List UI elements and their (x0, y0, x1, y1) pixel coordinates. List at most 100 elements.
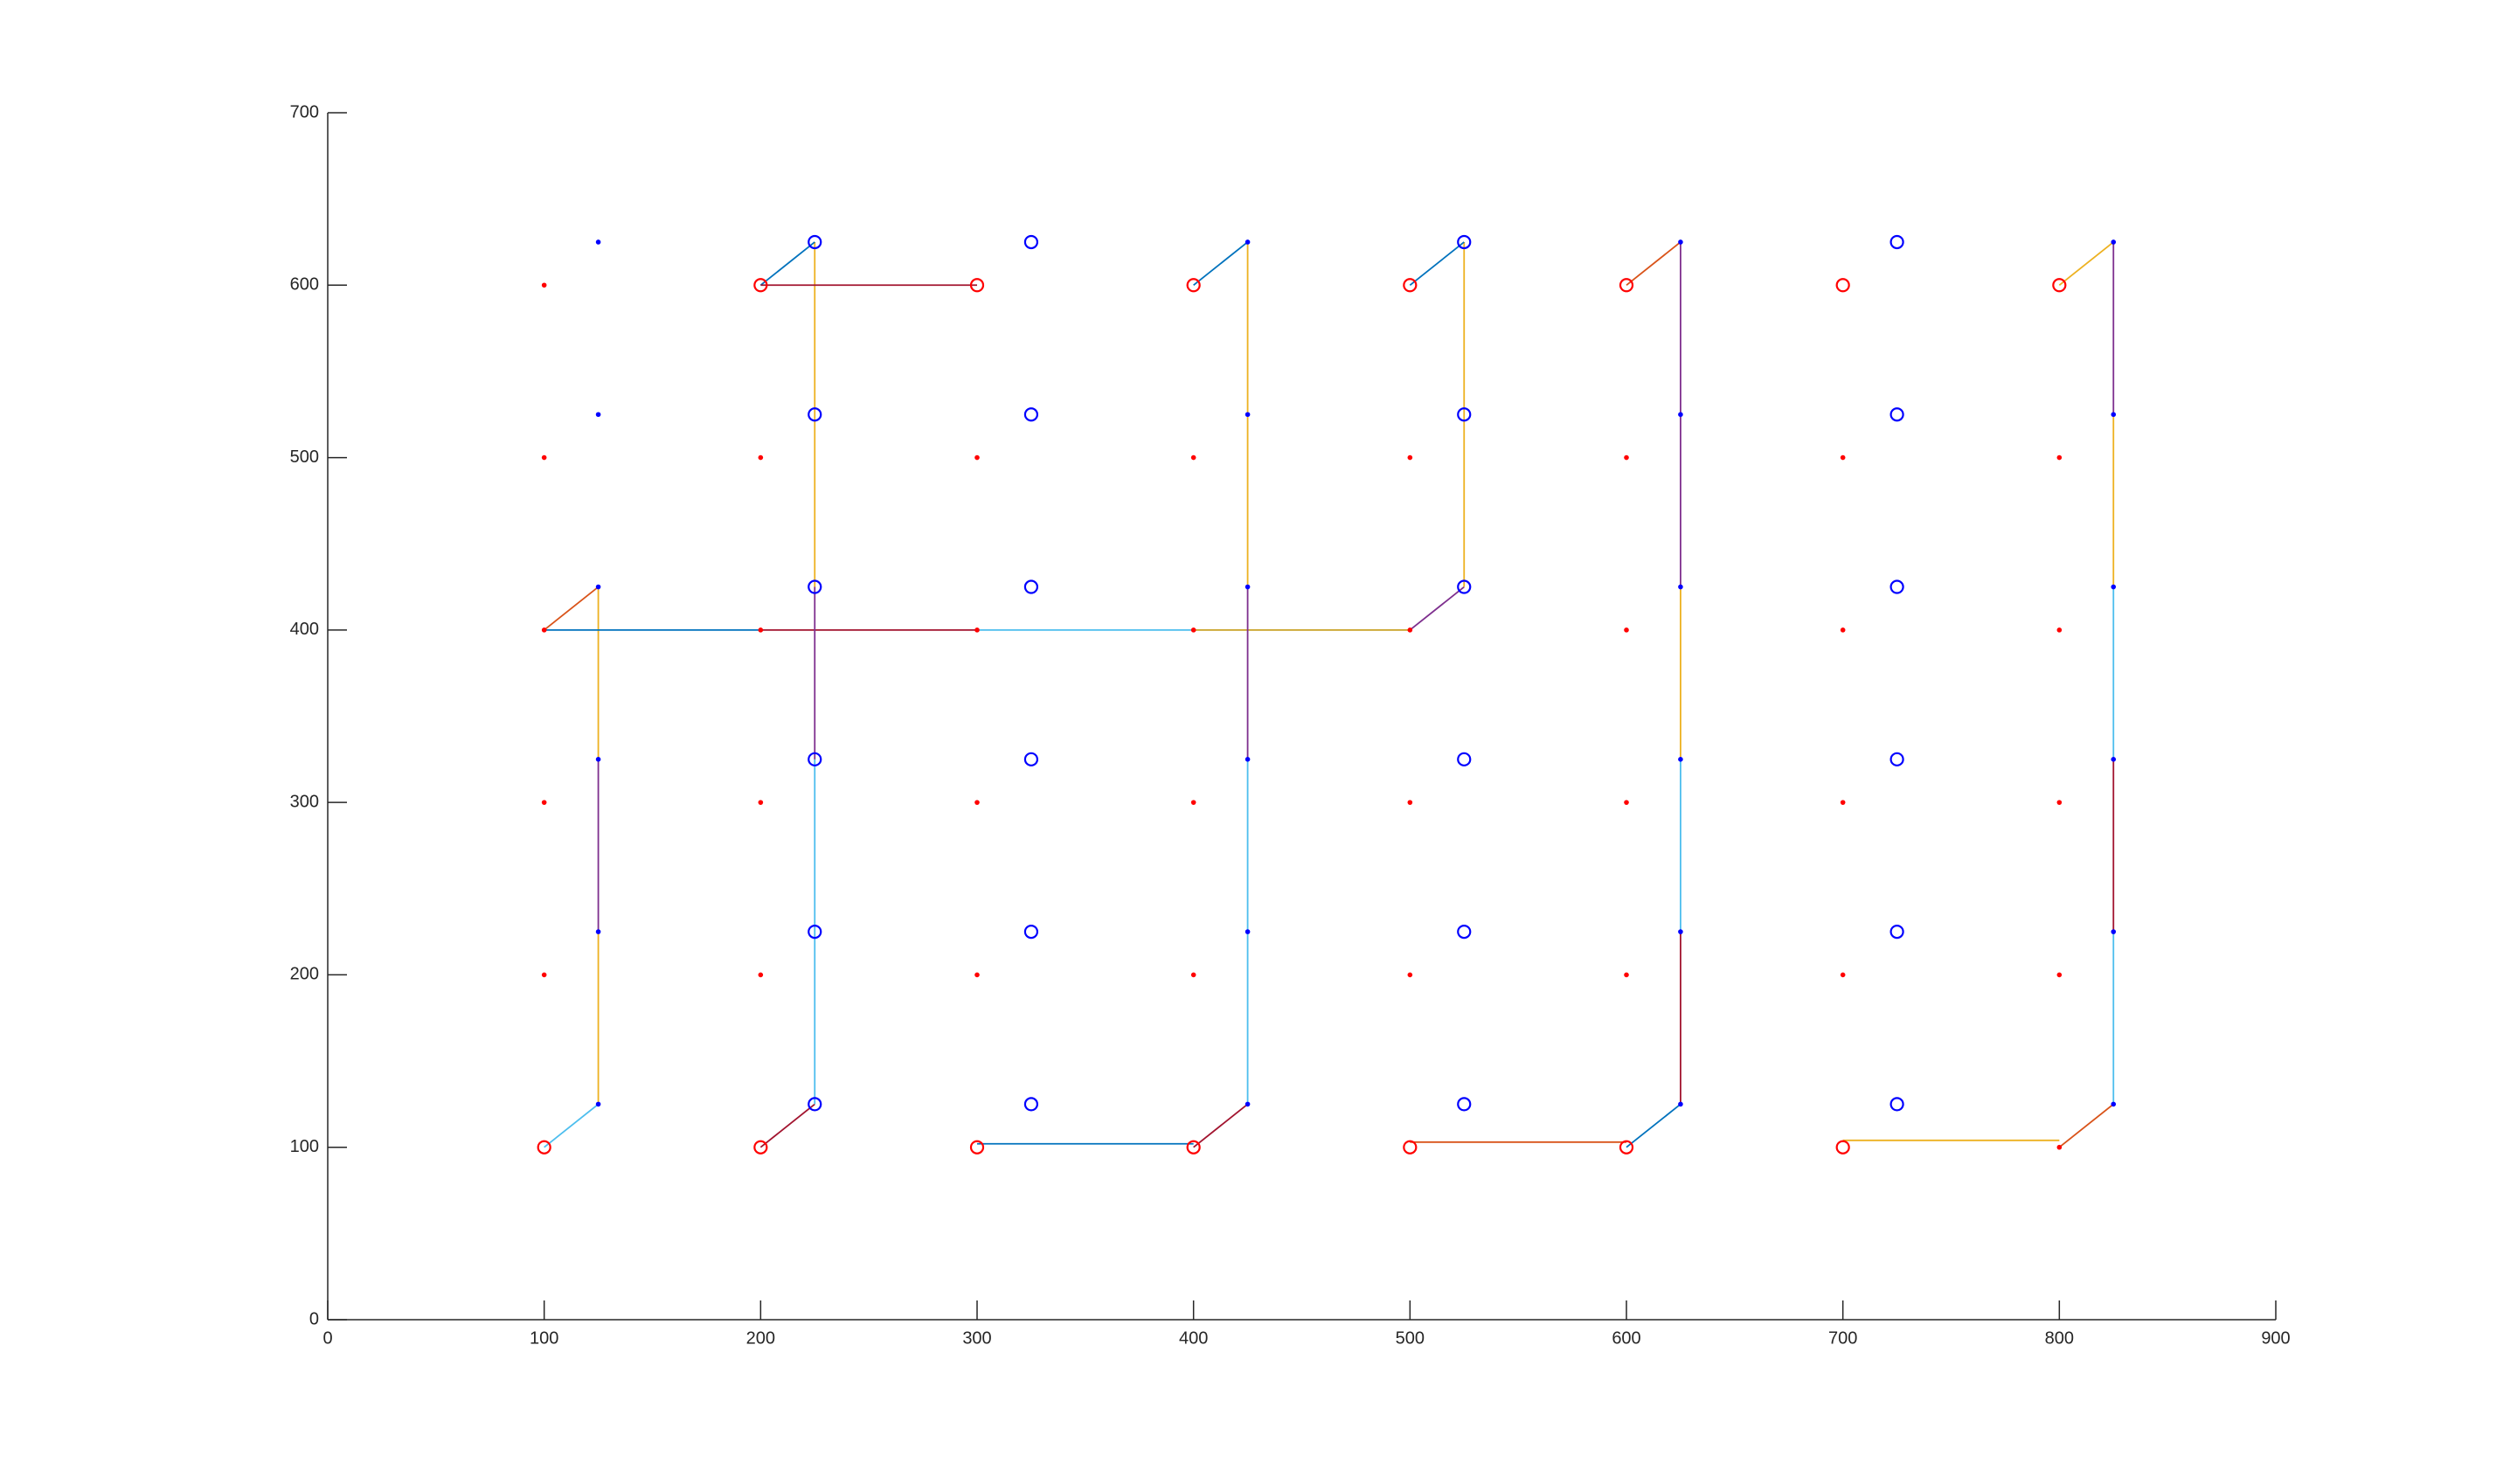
dot-point (541, 282, 547, 288)
dot-point (541, 454, 547, 461)
dot-point (1245, 757, 1251, 762)
y-tick-label: 0 (309, 1309, 319, 1328)
route-line (1193, 241, 1249, 286)
dot-point (758, 800, 764, 805)
dot-point (1407, 800, 1413, 805)
dot-point (595, 757, 601, 762)
route-line (544, 1103, 600, 1148)
dot-point (1245, 1101, 1251, 1107)
circle-point (808, 234, 822, 250)
x-tick-label: 500 (1396, 1328, 1425, 1348)
x-tick-label: 200 (746, 1328, 775, 1348)
circle-point (753, 278, 768, 293)
x-tick-label: 100 (530, 1328, 558, 1348)
dot-point (1678, 1101, 1683, 1107)
circle-point (1023, 752, 1039, 766)
dot-point (1624, 628, 1629, 633)
dot-point (541, 628, 547, 633)
dot-point (1678, 412, 1683, 418)
circle-point (1889, 752, 1904, 766)
circle-point (1457, 752, 1472, 766)
route-line (759, 241, 815, 286)
circle-point (2052, 278, 2067, 293)
route-line (759, 1103, 815, 1148)
x-tick-label: 400 (1179, 1328, 1208, 1348)
dot-point (758, 454, 764, 461)
dot-point (1407, 628, 1413, 633)
dot-point (595, 412, 601, 418)
dot-point (2056, 1144, 2063, 1150)
route-line (1626, 1103, 1681, 1148)
circle-point (1023, 579, 1039, 594)
dot-point (2111, 584, 2117, 590)
x-tick-label: 800 (2045, 1328, 2074, 1348)
route-line (2058, 1103, 2114, 1148)
circle-point (1403, 1140, 1418, 1155)
dot-point (1840, 972, 1846, 978)
y-tick-label: 100 (290, 1137, 319, 1156)
circle-point (1889, 579, 1904, 594)
circle-point (1835, 278, 1850, 293)
x-tick-label: 0 (322, 1328, 332, 1348)
y-tick-label: 700 (290, 102, 319, 121)
y-tick-label: 400 (290, 620, 319, 639)
y-tick-label: 600 (290, 275, 319, 295)
circle-point (1889, 925, 1904, 940)
dot-point (1245, 929, 1251, 934)
dot-point (1678, 757, 1683, 762)
dot-point (2111, 1101, 2117, 1107)
circle-point (1619, 1140, 1634, 1155)
dot-point (2056, 628, 2063, 633)
dot-point (1678, 239, 1683, 245)
dot-point (2056, 800, 2063, 805)
dot-point (1840, 628, 1846, 633)
dot-point (595, 584, 601, 590)
circle-point (1023, 407, 1039, 422)
dot-point (758, 972, 764, 978)
route-line (1193, 1103, 1249, 1148)
dot-point (974, 800, 980, 805)
circle-point (1889, 407, 1904, 422)
dot-point (2111, 757, 2117, 762)
circle-point (1457, 407, 1472, 422)
circle-point (537, 1140, 551, 1155)
dot-point (974, 454, 980, 461)
dot-point (1190, 454, 1196, 461)
dot-point (1245, 412, 1251, 418)
circle-point (969, 1140, 985, 1155)
dot-point (1245, 239, 1251, 245)
dot-point (2111, 929, 2117, 934)
circle-point (753, 1140, 768, 1155)
x-tick-label: 300 (962, 1328, 991, 1348)
circle-point (1835, 1140, 1850, 1155)
circle-point (969, 278, 985, 293)
dot-point (1407, 972, 1413, 978)
dot-point (1678, 584, 1683, 590)
dot-point (1840, 454, 1846, 461)
dot-point (758, 628, 764, 633)
dot-point (2111, 412, 2117, 418)
circle-point (1457, 234, 1472, 250)
dot-point (1190, 972, 1196, 978)
dot-point (541, 972, 547, 978)
circle-point (808, 579, 822, 594)
route-line (1626, 241, 1681, 286)
circle-point (1023, 925, 1039, 940)
dot-point (1624, 800, 1629, 805)
circle-point (1403, 278, 1418, 293)
circle-point (1023, 234, 1039, 250)
x-tick-label: 700 (1828, 1328, 1857, 1348)
dot-point (2056, 972, 2063, 978)
circle-point (1457, 579, 1472, 594)
dot-point (595, 239, 601, 245)
circle-point (1889, 1097, 1904, 1112)
dot-point (974, 628, 980, 633)
dot-point (1245, 584, 1251, 590)
x-tick-label: 600 (1612, 1328, 1640, 1348)
y-tick-label: 300 (290, 792, 319, 811)
dot-point (1624, 972, 1629, 978)
circle-point (1457, 1097, 1472, 1112)
circle-point (1619, 278, 1634, 293)
